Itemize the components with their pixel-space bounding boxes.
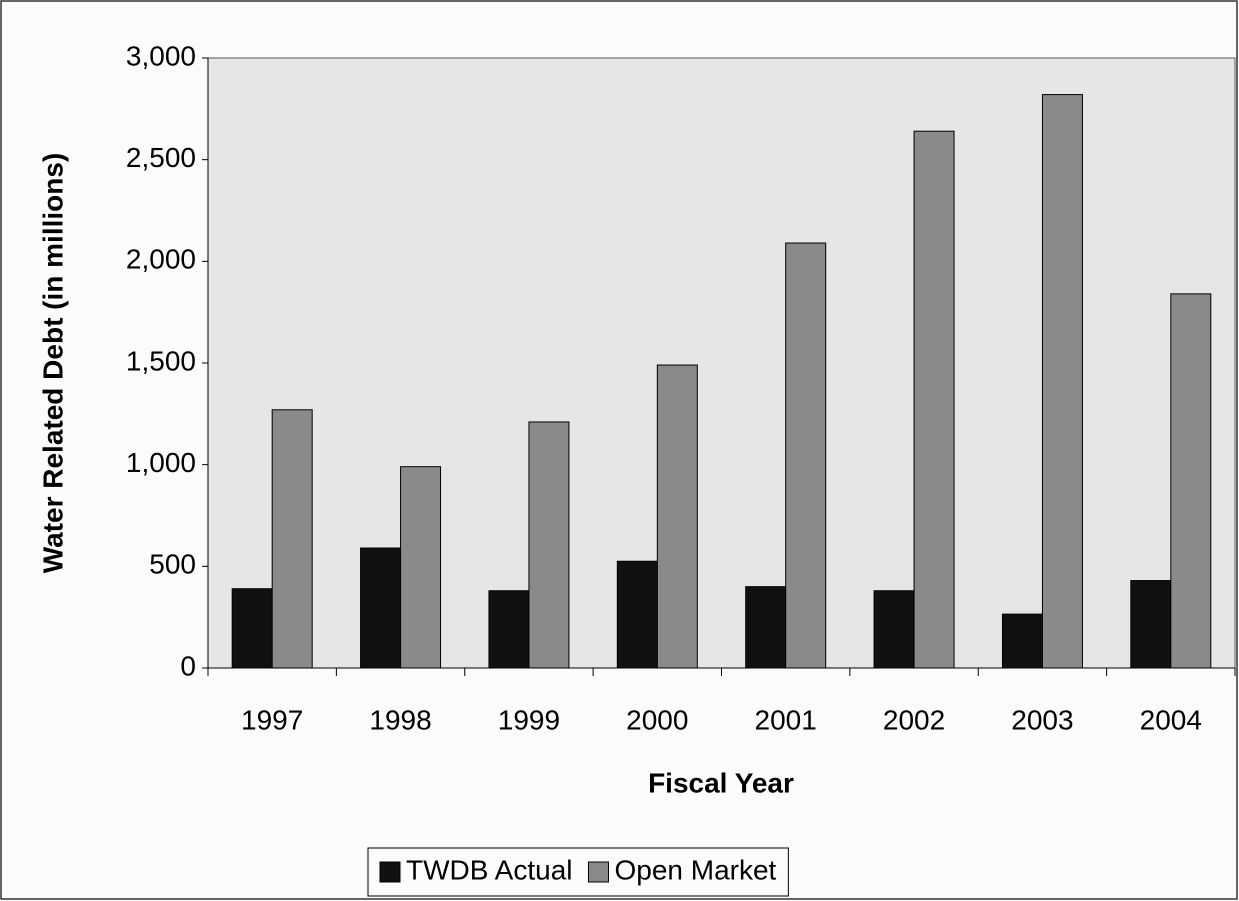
x-tick-label: 2001 bbox=[755, 704, 817, 735]
bar bbox=[1130, 580, 1172, 669]
x-axis-label: Fiscal Year bbox=[648, 767, 794, 798]
bar bbox=[488, 590, 530, 669]
bar bbox=[400, 466, 442, 669]
bar bbox=[785, 242, 827, 669]
bar bbox=[528, 421, 570, 669]
x-tick-label: 1998 bbox=[369, 704, 431, 735]
y-tick-label: 500 bbox=[149, 549, 196, 580]
bar bbox=[1170, 293, 1212, 669]
legend-swatch bbox=[587, 861, 609, 883]
legend-label: Open Market bbox=[614, 854, 776, 885]
y-axis-label: Water Related Debt (in millions) bbox=[37, 153, 68, 574]
x-tick-label: 2000 bbox=[626, 704, 688, 735]
bar bbox=[231, 588, 273, 669]
bar bbox=[745, 586, 787, 669]
legend-label: TWDB Actual bbox=[406, 854, 572, 885]
y-tick-label: 1,000 bbox=[126, 447, 196, 478]
bar bbox=[873, 590, 915, 669]
y-tick-label: 1,500 bbox=[126, 345, 196, 376]
y-tick-label: 2,000 bbox=[126, 244, 196, 275]
bar bbox=[360, 547, 402, 669]
bar bbox=[913, 130, 955, 669]
y-tick-label: 0 bbox=[180, 650, 196, 681]
x-tick-label: 2002 bbox=[883, 704, 945, 735]
y-tick-label: 2,500 bbox=[126, 142, 196, 173]
bar bbox=[1041, 94, 1083, 669]
legend bbox=[367, 847, 789, 897]
bar bbox=[271, 409, 313, 669]
bar bbox=[656, 364, 698, 669]
x-tick-label: 2004 bbox=[1140, 704, 1202, 735]
x-tick-label: 1999 bbox=[498, 704, 560, 735]
bar bbox=[616, 560, 658, 669]
x-tick-label: 1997 bbox=[241, 704, 303, 735]
y-tick-label: 3,000 bbox=[126, 40, 196, 71]
x-tick-label: 2003 bbox=[1011, 704, 1073, 735]
legend-swatch bbox=[379, 861, 401, 883]
bar bbox=[1001, 613, 1043, 669]
